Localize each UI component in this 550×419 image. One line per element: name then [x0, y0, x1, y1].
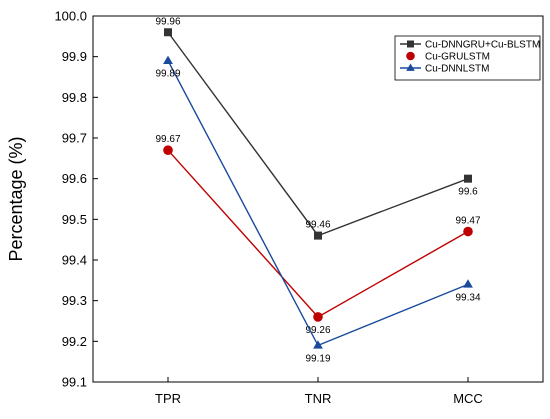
- data-label: 99.34: [455, 292, 480, 303]
- data-point: [163, 145, 173, 155]
- y-tick-label: 99.5: [62, 212, 87, 227]
- y-tick-label: 99.7: [62, 131, 87, 146]
- data-point: [463, 227, 473, 237]
- data-point: [163, 56, 173, 64]
- data-point: [463, 279, 473, 287]
- data-label: 99.89: [155, 69, 180, 80]
- data-label: 99.67: [155, 134, 180, 145]
- series-line: [168, 61, 468, 346]
- x-tick-label: TPR: [155, 391, 181, 406]
- data-label: 99.26: [305, 325, 330, 336]
- legend-label: Cu-DNNLSTM: [425, 64, 489, 75]
- x-tick-label: TNR: [305, 391, 332, 406]
- y-tick-label: 99.4: [62, 253, 87, 268]
- y-axis: 99.1 99.2 99.3 99.4 99.5 99.6 99.7 99.8 99.9 100.…: [54, 9, 98, 390]
- legend-label: Cu-DNNGRU+Cu-BLSTM: [425, 40, 540, 51]
- legend-marker: [407, 41, 414, 48]
- data-label: 99.19: [305, 353, 330, 364]
- y-tick-label: 99.9: [62, 49, 87, 64]
- data-point: [464, 175, 472, 183]
- data-label: 99.47: [455, 216, 480, 227]
- y-tick-label: 100.0: [54, 9, 87, 24]
- y-tick-label: 99.8: [62, 90, 87, 105]
- y-tick-label: 99.3: [62, 293, 87, 308]
- data-label: 99.6: [458, 187, 478, 198]
- data-label: 99.96: [155, 16, 180, 27]
- x-axis: TPR TNR MCC: [155, 377, 483, 406]
- y-tick-label: 99.6: [62, 171, 87, 186]
- legend-marker: [406, 52, 415, 61]
- data-point: [314, 232, 322, 240]
- y-tick-label: 99.2: [62, 334, 87, 349]
- data-point: [164, 28, 172, 36]
- y-tick-label: 99.1: [62, 375, 87, 390]
- y-axis-title: Percentage (%): [6, 136, 26, 261]
- legend-label: Cu-GRULSTM: [425, 52, 490, 63]
- data-label: 99.46: [305, 220, 330, 231]
- data-point: [313, 312, 323, 322]
- x-tick-label: MCC: [453, 391, 483, 406]
